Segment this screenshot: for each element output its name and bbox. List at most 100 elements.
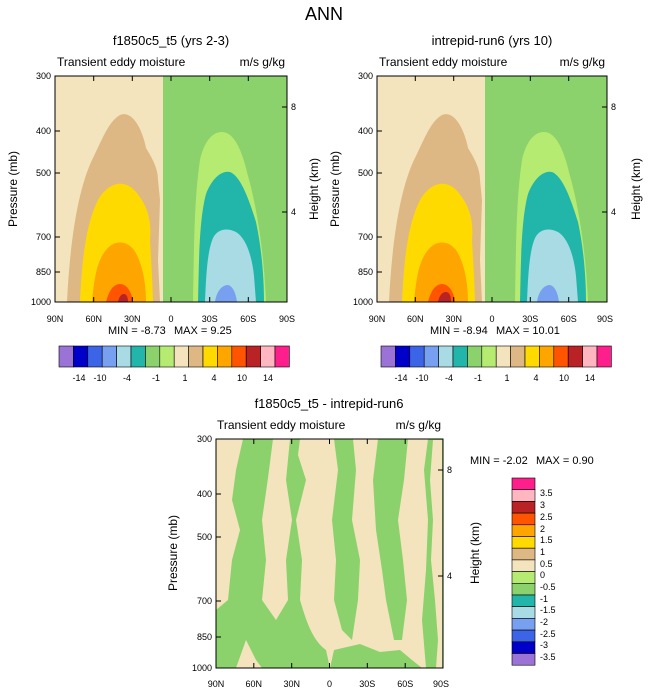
colorbar-swatch bbox=[582, 345, 598, 368]
colorbar-swatch bbox=[511, 547, 536, 561]
panel-left-label: Transient eddy moisture bbox=[379, 55, 508, 69]
x-ticks bbox=[216, 439, 443, 668]
colorbar-swatch bbox=[511, 618, 536, 631]
colorbar-label: 0.5 bbox=[540, 559, 553, 569]
colorbar-swatch bbox=[438, 345, 454, 368]
y-right-tick-label: 4 bbox=[611, 207, 616, 217]
colorbar-label: 10 bbox=[237, 373, 247, 383]
colorbar-label: -4 bbox=[123, 373, 131, 383]
contour-region bbox=[438, 292, 451, 302]
panel-title: intrepid-run6 (yrs 10) bbox=[432, 33, 553, 48]
colorbar-swatch bbox=[87, 345, 103, 368]
contour-region bbox=[215, 285, 237, 302]
colorbar-swatch bbox=[553, 345, 569, 368]
colorbar-swatch bbox=[73, 345, 89, 368]
y-right-axis-label: Height (km) bbox=[307, 158, 321, 220]
y-right-tick-label: 8 bbox=[611, 102, 616, 112]
x-tick-labels: 90N 60N 30N 0 30S 60S 90S bbox=[47, 314, 295, 324]
colorbar-label: -14 bbox=[72, 373, 85, 383]
x-tick-label: 60N bbox=[407, 314, 424, 324]
colorbar-label: 1 bbox=[540, 547, 545, 557]
colorbar-label: -3.5 bbox=[540, 652, 556, 662]
colorbar-label: 2 bbox=[540, 524, 545, 534]
y-right-tick-label: 4 bbox=[447, 571, 452, 581]
colorbar-swatch bbox=[202, 345, 218, 368]
y-tick-label: 700 bbox=[197, 596, 212, 606]
colorbar-label: 10 bbox=[559, 373, 569, 383]
y-tick-label: 1000 bbox=[192, 663, 212, 673]
colorbar-label: -4 bbox=[445, 373, 453, 383]
x-tick-label: 90S bbox=[433, 679, 449, 689]
colorbar-label: -10 bbox=[93, 373, 106, 383]
colorbar-label: -1 bbox=[152, 373, 160, 383]
contour-region bbox=[373, 439, 408, 640]
y-right-tick-labels: 8 4 bbox=[291, 102, 296, 217]
colorbar-label: 1.5 bbox=[540, 535, 553, 545]
colorbar-label: 14 bbox=[585, 373, 595, 383]
x-tick-label: 90S bbox=[597, 314, 613, 324]
colorbar-swatch bbox=[116, 345, 132, 368]
y-tick-label: 850 bbox=[197, 632, 212, 642]
contour-region bbox=[92, 242, 146, 302]
colorbar-swatch bbox=[511, 594, 536, 607]
contour-region bbox=[262, 439, 292, 620]
colorbar-swatch bbox=[511, 641, 536, 654]
colorbar-label: -1 bbox=[540, 594, 548, 604]
colorbar-swatch bbox=[217, 345, 233, 368]
x-tick-labels: 90N 60N 30N 0 30S 60S 90S bbox=[369, 314, 613, 324]
x-tick-label: 60S bbox=[397, 679, 413, 689]
colorbar-label: -2.5 bbox=[540, 629, 556, 639]
colorbar-swatch bbox=[58, 345, 74, 368]
contour-region bbox=[332, 439, 360, 640]
y-tick-label: 1000 bbox=[31, 297, 51, 307]
x-tick-label: 90N bbox=[47, 314, 64, 324]
x-tick-label: 30S bbox=[359, 679, 375, 689]
colorbar-label: -1.5 bbox=[540, 605, 556, 615]
colorbar-swatch bbox=[467, 345, 483, 368]
colorbar-swatch bbox=[409, 345, 425, 368]
y-right-tick-labels: 8 4 bbox=[611, 102, 616, 217]
colorbar-label: 4 bbox=[211, 373, 216, 383]
colorbar-swatch bbox=[511, 559, 536, 572]
colorbar-swatch bbox=[159, 345, 175, 368]
x-tick-label: 90N bbox=[369, 314, 386, 324]
y-tick-label: 500 bbox=[197, 532, 212, 542]
colorbar-swatch bbox=[231, 345, 247, 368]
contour-region bbox=[330, 644, 422, 668]
y-tick-label: 300 bbox=[197, 434, 212, 444]
y-right-tick-label: 8 bbox=[447, 465, 452, 475]
colorbar-swatch bbox=[101, 345, 117, 368]
colorbar-label: -0.5 bbox=[540, 582, 556, 592]
x-tick-labels: 90N 60N 30N 0 30S 60S 90S bbox=[208, 679, 449, 689]
y-right-axis-label: Height (km) bbox=[629, 158, 643, 220]
x-tick-label: 60S bbox=[561, 314, 577, 324]
colorbar-swatch bbox=[511, 571, 536, 584]
x-tick-label: 90S bbox=[279, 314, 295, 324]
colorbar-swatch bbox=[511, 606, 536, 619]
y-tick-label: 850 bbox=[36, 267, 51, 277]
contour-region bbox=[118, 294, 128, 302]
y-tick-labels: 300 400 500 700 850 1000 bbox=[31, 71, 51, 307]
colorbar-swatch bbox=[395, 345, 411, 368]
colorbar-label: 4 bbox=[533, 373, 538, 383]
contour-region bbox=[414, 242, 468, 302]
x-tick-label: 30S bbox=[522, 314, 538, 324]
y-tick-label: 300 bbox=[36, 71, 51, 81]
panel-title: f1850c5_t5 (yrs 2-3) bbox=[113, 33, 229, 48]
contour-field bbox=[55, 76, 287, 302]
colorbar-swatch bbox=[173, 345, 189, 368]
x-tick-label: 60N bbox=[246, 679, 263, 689]
y-right-tick-label: 4 bbox=[291, 207, 296, 217]
max-label: MAX = 0.90 bbox=[536, 455, 594, 467]
y-tick-label: 500 bbox=[358, 168, 373, 178]
colorbar-label: -2 bbox=[540, 617, 548, 627]
colorbar-label: 1 bbox=[504, 373, 509, 383]
colorbar-swatch bbox=[274, 345, 290, 368]
colorbar-swatch bbox=[423, 345, 439, 368]
colorbar-label: -3 bbox=[540, 640, 548, 650]
x-tick-label: 30N bbox=[124, 314, 141, 324]
colorbar-swatch bbox=[511, 477, 536, 490]
panel-units-label: m/s g/kg bbox=[560, 55, 605, 69]
colorbar-test bbox=[380, 345, 612, 368]
